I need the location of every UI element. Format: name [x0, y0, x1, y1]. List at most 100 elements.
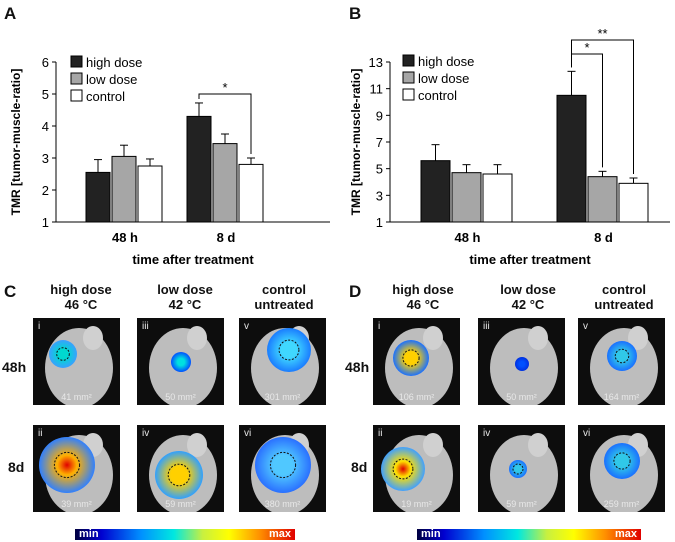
mouse-ear [628, 326, 648, 350]
mouse-body-graphic [39, 433, 113, 512]
d-col-header-low: low dose 42 °C [500, 282, 556, 312]
fluorescence-image-c-v: v 301 mm² [239, 318, 326, 405]
d-color-scale: min max [417, 528, 641, 540]
bar-low-dose [111, 155, 137, 223]
tumor-signal [267, 328, 311, 372]
x-tick-label: 8 d [217, 230, 236, 245]
tumor-roi-outline [53, 451, 81, 479]
bar-low-dose [587, 176, 618, 223]
d-col-header-control: control untreated [594, 282, 654, 312]
legend-label: high dose [86, 55, 142, 70]
tile-index: ii [38, 428, 43, 439]
tumor-area: 259 mm² [603, 499, 640, 509]
tumor-signal [607, 341, 637, 371]
bar-control [618, 182, 649, 223]
legend-label: low dose [418, 71, 469, 86]
legend-label: high dose [418, 54, 474, 69]
significance-label: ** [597, 26, 607, 41]
y-tick-label: 2 [42, 183, 49, 198]
x-tick-label: 48 h [112, 230, 138, 245]
fluorescence-image-c-vi: vi 380 mm² [239, 425, 326, 512]
bar-control [482, 173, 513, 223]
c-scale-min: min [79, 528, 99, 540]
tumor-signal [155, 451, 203, 499]
tumor-area: 59 mm² [506, 499, 537, 509]
significance-bracket [571, 39, 634, 174]
tumor-area: 301 mm² [264, 392, 301, 402]
tumor-area: 380 mm² [264, 499, 301, 509]
mouse-body-graphic [149, 433, 217, 512]
tumor-area: 41 mm² [61, 392, 92, 402]
d-row-label-8d: 8d [351, 459, 368, 475]
bar-control [238, 163, 264, 223]
bar-high-dose [420, 160, 451, 223]
tumor-signal [515, 357, 529, 371]
tumor-signal [393, 340, 429, 376]
d-scale-max: max [614, 528, 637, 540]
panel-label-a: A [4, 4, 17, 23]
panel-label-d: D [349, 282, 362, 301]
tumor-roi-outline [613, 452, 631, 470]
tumor-roi-outline [278, 339, 300, 361]
bar-low-dose [212, 143, 238, 223]
y-tick-label: 11 [370, 82, 384, 97]
tumor-area: 50 mm² [165, 392, 196, 402]
c-col-header-low: low dose 42 °C [157, 282, 213, 312]
y-tick-label: 9 [376, 108, 383, 123]
fluorescence-image-d-ii: ii 19 mm² [373, 425, 460, 512]
tile-index: iv [483, 428, 491, 439]
tile-index: iii [142, 321, 149, 332]
tumor-roi-outline [614, 348, 630, 364]
mouse-body-graphic [45, 326, 113, 405]
tumor-roi-outline [512, 463, 524, 475]
y-axis-label: TMR [tumor-muscle-ratio] [349, 69, 363, 216]
y-tick-label: 4 [42, 119, 49, 134]
tile-index: vi [583, 428, 591, 439]
legend-label: control [86, 89, 125, 104]
panel-label-b: B [349, 4, 362, 23]
tumor-area: 164 mm² [603, 392, 640, 402]
tile-index: ii [378, 428, 383, 439]
mouse-body-graphic [251, 433, 319, 512]
fluorescence-image-c-i: i 41 mm² [33, 318, 120, 405]
tumor-area: 19 mm² [401, 499, 432, 509]
y-tick-label: 5 [376, 162, 383, 177]
d-row-label-48h: 48h [345, 359, 370, 375]
chart-a: 1 2 3 4 5 6 TMR [tumor-muscle-ratio] 48 h 8 d tim… [9, 55, 330, 267]
mouse-ear [528, 433, 548, 457]
legend-swatch [70, 55, 83, 68]
tumor-area: 106 mm² [398, 392, 435, 402]
tumor-area: 39 mm² [61, 499, 92, 509]
tile-index: vi [244, 428, 252, 439]
bar-control [137, 165, 163, 223]
y-tick-label: 5 [42, 87, 49, 102]
mouse-body-graphic [381, 433, 453, 512]
tumor-signal [171, 352, 191, 372]
legend-swatch [402, 54, 415, 67]
y-tick-label: 1 [376, 215, 383, 230]
c-row-label-48h: 48h [2, 359, 27, 375]
tumor-signal [381, 447, 425, 491]
tile-index: iv [142, 428, 150, 439]
tumor-roi-outline [402, 349, 420, 367]
mouse-ear [528, 326, 548, 350]
y-tick-label: 1 [42, 215, 49, 230]
tumor-signal [49, 340, 77, 368]
x-axis-label: time after treatment [132, 252, 254, 267]
x-axis-label: time after treatment [469, 252, 591, 267]
y-tick-label: 6 [42, 55, 49, 70]
bar-high-dose [556, 94, 587, 223]
y-tick-label: 13 [369, 55, 383, 70]
x-tick-label: 48 h [454, 230, 480, 245]
tile-index: i [378, 321, 381, 332]
mouse-ear [423, 433, 443, 457]
mouse-body-graphic [590, 433, 658, 512]
tumor-roi-outline [56, 347, 70, 361]
legend-swatch [70, 89, 83, 102]
significance-label: * [584, 40, 589, 55]
mouse-body-graphic [490, 326, 558, 405]
tumor-signal [604, 443, 640, 479]
fluorescence-image-d-vi: vi 259 mm² [578, 425, 665, 512]
legend-label: control [418, 88, 457, 103]
mouse-body-graphic [490, 433, 558, 512]
